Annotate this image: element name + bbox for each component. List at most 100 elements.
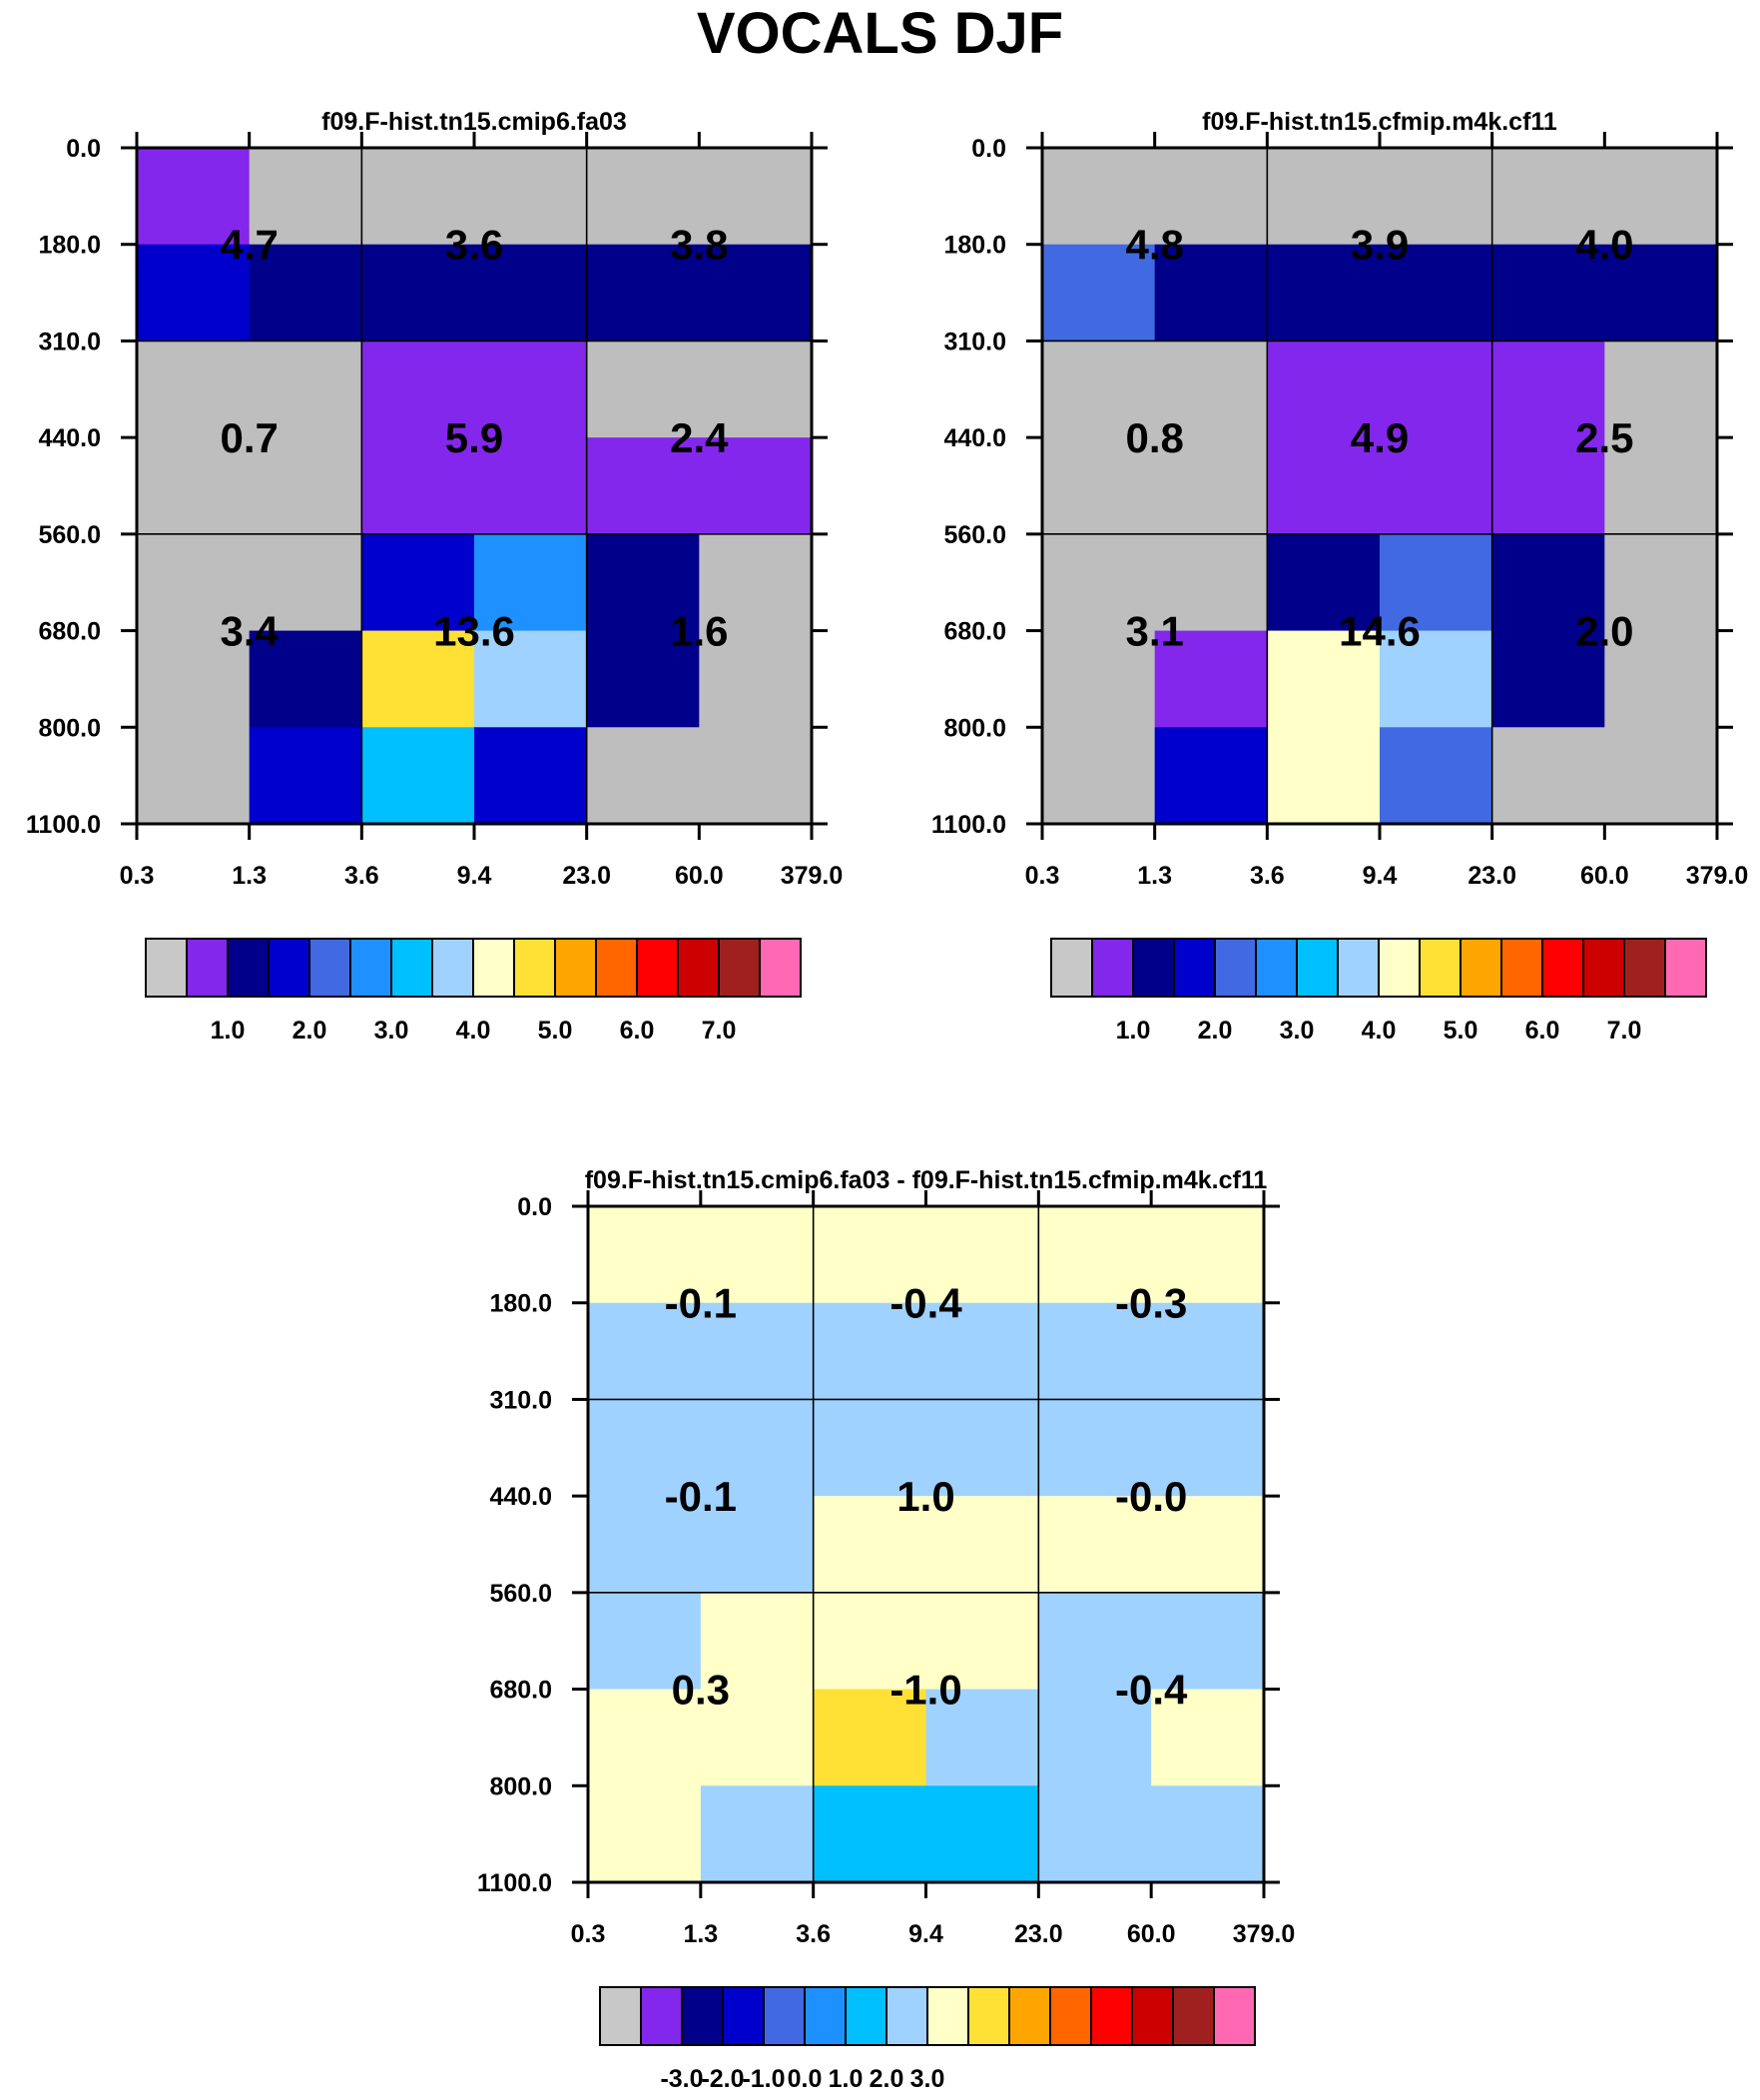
heatmap-cell [586, 727, 700, 825]
colorbar-box [804, 1986, 847, 2046]
heatmap-cell [1038, 1496, 1152, 1594]
heatmap-cell [588, 1302, 702, 1401]
heatmap-cell [249, 533, 362, 632]
heatmap-cell [1038, 1206, 1152, 1304]
heatmap-cell [1151, 1592, 1265, 1691]
colorbar-box [1582, 938, 1625, 998]
heatmap-cell [474, 533, 588, 632]
heatmap-cell [137, 148, 251, 246]
cell-value-label: 1.0 [896, 1473, 954, 1520]
x-tick-label: 60.0 [1580, 862, 1629, 890]
colorbar-label: -2.0 [701, 2065, 744, 2093]
heatmap-cell [700, 1302, 815, 1401]
heatmap-cell [1154, 630, 1268, 728]
y-tick-label: 180.0 [38, 232, 101, 260]
colorbar-box [845, 1986, 887, 2046]
heatmap-cell [249, 630, 362, 728]
heatmap-cell [1380, 727, 1493, 825]
heatmap-cell [249, 727, 362, 825]
colorbar-box [636, 938, 679, 998]
heatmap-cell [1267, 341, 1381, 438]
heatmap-cell [249, 341, 362, 438]
cell-value-label: -0.4 [1115, 1667, 1188, 1714]
heatmap-cell [1042, 533, 1156, 632]
heatmap-cell [474, 630, 588, 728]
heatmap-cell [813, 1592, 927, 1691]
heatmap-cell [1151, 1689, 1265, 1786]
panel-b: f09.F-hist.tn15.cfmip.m4k.cf11 0.0 180.0 31… [931, 108, 1748, 1045]
y-tick-label: 310.0 [489, 1386, 552, 1414]
colorbar-label: 5.0 [538, 1017, 573, 1045]
x-tick-label: 0.3 [571, 1920, 606, 1948]
heatmap-cell [1380, 630, 1493, 728]
heatmap-cell [137, 437, 251, 535]
heatmap-cell [586, 244, 700, 343]
y-tick-label: 800.0 [38, 714, 101, 742]
cell-value-label: 2.0 [1575, 608, 1633, 655]
heatmap-cell [1038, 1689, 1152, 1786]
cell-value-label: 0.7 [220, 414, 278, 461]
heatmap-cell [925, 1206, 1039, 1304]
y-tick-label: 560.0 [38, 521, 101, 549]
panel-title: f09.F-hist.tn15.cmip6.fa03 - f09.F-hist.… [585, 1166, 1268, 1194]
colorbar-label: 6.0 [1525, 1017, 1560, 1045]
colorbar-label: 4.0 [456, 1017, 491, 1045]
heatmap-cell [137, 630, 251, 728]
y-tick-label: 680.0 [943, 618, 1006, 646]
x-tick-label: 379.0 [781, 862, 844, 890]
heatmap-cell [699, 630, 813, 728]
heatmap-cell [1154, 341, 1268, 438]
heatmap-cell [1604, 630, 1718, 728]
heatmap-cell [1042, 148, 1156, 246]
colorbar-box [1255, 938, 1298, 998]
colorbar-label: 6.0 [620, 1017, 655, 1045]
colorbar-box [1049, 1986, 1092, 2046]
panel-diff: f09.F-hist.tn15.cmip6.fa03 - f09.F-hist.… [477, 1166, 1295, 2093]
colorbar-box [1214, 938, 1257, 998]
colorbar: -3.0-2.0-1.0 0.0 1.0 2.0 3.0 [599, 1986, 1256, 2093]
x-tick-label: 9.4 [1363, 862, 1398, 890]
colorbar-box [268, 938, 310, 998]
y-tick-label: 440.0 [38, 424, 101, 452]
heatmap-cell [588, 1496, 702, 1594]
heatmap-cell [1380, 244, 1493, 343]
colorbar-box [1664, 938, 1707, 998]
heatmap-cell [249, 244, 362, 343]
heatmap-cell [699, 148, 813, 246]
colorbar-label: -3.0 [660, 2065, 703, 2093]
heatmap-cell [361, 533, 475, 632]
y-tick-label: 1100.0 [931, 811, 1006, 839]
heatmap-cell [1038, 1592, 1152, 1691]
heatmap-cell [588, 1592, 702, 1691]
colorbar-box [431, 938, 474, 998]
heatmap-cell [699, 437, 813, 535]
colorbar-box [1132, 938, 1175, 998]
y-tick-label: 440.0 [489, 1483, 552, 1511]
heatmap-cell [137, 244, 251, 343]
colorbar-label: 7.0 [702, 1017, 737, 1045]
colorbar-box [926, 1986, 969, 2046]
heatmap-cell [137, 533, 251, 632]
heatmap-cell [1380, 437, 1493, 535]
heatmap-cell [588, 1206, 702, 1304]
cell-value-label: -0.1 [665, 1473, 737, 1520]
heatmap-cell [1042, 341, 1156, 438]
heatmap-cell [1154, 727, 1268, 825]
heatmap-cell [925, 1399, 1039, 1497]
cell-value-label: 1.6 [670, 608, 728, 655]
heatmap-cell [1380, 148, 1493, 246]
heatmap-cell [1151, 1206, 1265, 1304]
cell-value-label: -0.0 [1115, 1473, 1187, 1520]
heatmap-cell [813, 1785, 927, 1883]
heatmap-cell [1154, 437, 1268, 535]
cell-value-label: 3.1 [1125, 608, 1183, 655]
heatmap-cell [1491, 244, 1605, 343]
heatmap-cell [1154, 533, 1268, 632]
x-tick-label: 1.3 [1137, 862, 1172, 890]
cell-value-label: 13.6 [433, 608, 515, 655]
heatmap-cell [1604, 437, 1718, 535]
x-tick-label: 1.3 [232, 862, 267, 890]
heatmap-cell [1151, 1399, 1265, 1497]
heatmap-cell [699, 244, 813, 343]
colorbar-box [763, 1986, 806, 2046]
